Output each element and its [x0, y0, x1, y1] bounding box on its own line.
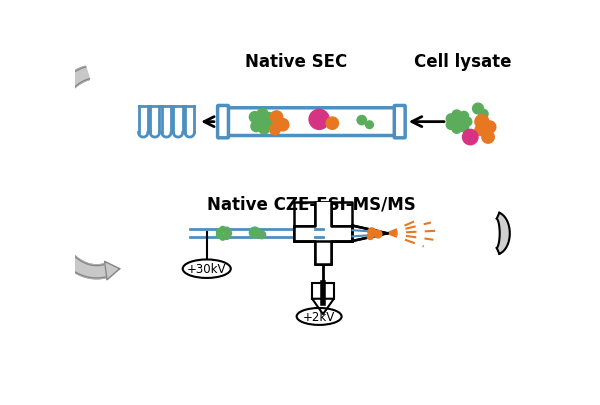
Circle shape [367, 234, 373, 240]
Bar [315, 203, 331, 264]
Circle shape [250, 112, 260, 123]
Circle shape [484, 122, 496, 134]
Circle shape [463, 118, 472, 127]
Circle shape [271, 112, 283, 124]
Circle shape [254, 117, 265, 128]
Circle shape [459, 112, 469, 122]
Circle shape [257, 109, 268, 120]
Circle shape [446, 115, 455, 124]
Circle shape [220, 227, 226, 233]
Circle shape [217, 229, 223, 235]
Text: +2kV: +2kV [303, 310, 335, 323]
Circle shape [452, 125, 461, 134]
Circle shape [479, 110, 488, 119]
Polygon shape [312, 299, 334, 314]
Circle shape [224, 234, 230, 240]
FancyBboxPatch shape [226, 109, 397, 136]
Ellipse shape [183, 260, 231, 278]
Text: Native SEC: Native SEC [245, 53, 347, 71]
Polygon shape [352, 226, 388, 241]
Circle shape [368, 228, 376, 236]
Circle shape [482, 132, 494, 144]
Polygon shape [32, 68, 107, 278]
Circle shape [475, 126, 486, 136]
Circle shape [251, 122, 262, 132]
Circle shape [220, 234, 226, 241]
Circle shape [262, 121, 272, 132]
Bar [293, 226, 352, 241]
Polygon shape [497, 213, 510, 254]
Circle shape [446, 121, 455, 130]
Circle shape [217, 232, 223, 239]
Circle shape [263, 113, 274, 124]
Circle shape [473, 104, 484, 115]
Circle shape [475, 115, 489, 129]
Circle shape [269, 125, 280, 135]
Text: Cell lysate: Cell lysate [414, 53, 511, 71]
FancyBboxPatch shape [218, 106, 229, 139]
Circle shape [357, 116, 367, 126]
Ellipse shape [296, 308, 341, 325]
Circle shape [266, 119, 277, 129]
Polygon shape [104, 262, 119, 280]
Text: Native CZE-ESI-MS/MS: Native CZE-ESI-MS/MS [207, 195, 416, 213]
Circle shape [224, 228, 230, 234]
Circle shape [454, 118, 463, 127]
Circle shape [452, 111, 461, 120]
Bar [312, 284, 334, 299]
Circle shape [259, 124, 269, 134]
Bar [315, 203, 331, 264]
FancyBboxPatch shape [394, 106, 405, 139]
Circle shape [365, 122, 373, 129]
Circle shape [326, 118, 338, 130]
Circle shape [459, 124, 469, 132]
Bar [293, 226, 352, 241]
Text: +30kV: +30kV [187, 262, 227, 275]
Circle shape [463, 130, 478, 145]
Circle shape [374, 230, 382, 238]
Circle shape [250, 228, 260, 238]
Circle shape [309, 110, 329, 130]
Circle shape [277, 119, 289, 132]
Circle shape [226, 230, 232, 237]
Circle shape [258, 231, 266, 239]
